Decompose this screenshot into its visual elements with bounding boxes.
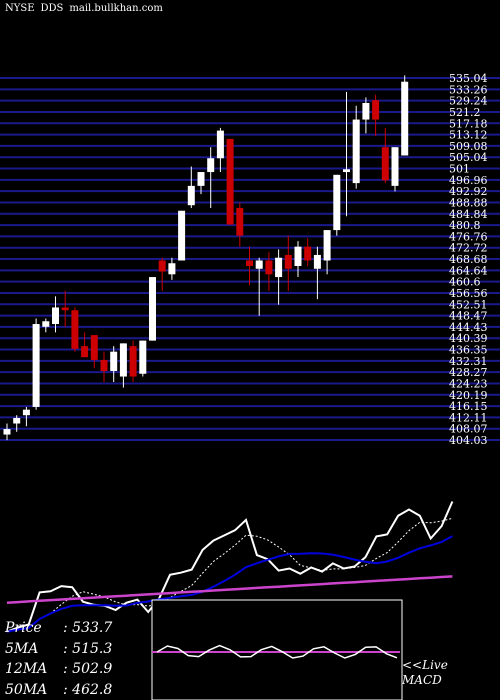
candle-body [32,324,40,407]
candle-body [149,277,156,341]
price-tick-label: 416.15 [449,400,488,413]
candle-body [352,119,360,184]
price-tick-label: 468.68 [449,253,488,266]
price-tick-label: 484.84 [449,208,488,221]
price-tick-label: 529.24 [449,95,488,108]
price-tick-label: 408.07 [449,423,488,436]
candle-body [343,169,350,173]
candle-body [81,346,89,358]
site-label: mail.bullkhan.com [69,3,163,14]
candle-body [362,102,370,120]
legend-5ma-value: : 515.3 [63,640,113,657]
price-tick-label: 456.56 [449,287,488,300]
candle-body [255,260,263,269]
candle-body [168,263,176,275]
candle-body [13,417,21,424]
price-tick-label: 505.04 [449,151,488,164]
legend-12ma-value: : 502.9 [63,661,113,677]
price-tick-label: 448.47 [449,310,488,323]
candle-body [119,343,127,377]
candle-body [187,185,195,206]
ma5-line [6,517,453,633]
candle-body [226,138,234,225]
candle-body [294,246,302,267]
candle-body [129,346,137,377]
candle-body [304,246,312,261]
chart-header: NYSE DDS mail.bullkhan.com [5,3,169,14]
macd-line [156,644,398,659]
macd-caption: <<Live MACD [402,658,448,688]
exchange-label: NYSE [5,3,35,14]
candle-body [90,335,98,360]
legend-50ma-label: 50MA [5,681,48,698]
candle-body [197,172,205,186]
candle-body [139,340,147,374]
price-tick-label: 496.96 [449,174,488,187]
price-tick-label: 440.39 [449,332,488,345]
candle-body [71,310,79,349]
candle-body [401,81,409,156]
macd-panel-frame [151,599,403,700]
price-tick-label: 464.64 [449,264,488,277]
candle-body [61,307,69,311]
price-tick-label: 428.27 [449,366,488,379]
price-tick-label: 412.11 [449,411,488,424]
price-tick-label: 533.26 [449,83,488,96]
legend-price-label: Price [5,620,42,636]
candle-body [207,158,215,173]
price-tick-label: 404.03 [449,434,488,447]
candle-body [265,260,273,275]
price-tick-label: 432.31 [449,355,488,368]
candle-body [110,351,118,372]
candle-body [100,359,108,372]
ma50-line [6,575,453,604]
candle-body [42,321,50,327]
legend-50ma-value: : 462.8 [63,681,113,698]
price-tick-label: 460.6 [449,276,481,289]
candle-body [246,260,253,267]
legend-12ma-label: 12MA [5,661,48,677]
price-tick-label: 492.92 [449,185,488,198]
candle-body [216,130,224,159]
price-tick-label: 420.19 [449,389,488,402]
candle-body [313,254,321,269]
candle-body [3,429,11,435]
candle-body [323,230,331,261]
ticker-label: DDS [40,3,64,14]
price-tick-label: 436.35 [449,344,488,357]
price-tick-label: 488.88 [449,196,488,209]
candle-body [372,100,380,120]
candle-body [391,147,399,186]
candle-body [381,147,389,181]
legend-price-value: : 533.7 [63,620,113,636]
price-tick-label: 480.8 [449,219,481,232]
price-tick-label: 517.18 [449,117,488,130]
candle-body [22,409,30,416]
price-tick-label: 535.04 [449,72,488,85]
price-tick-label: 501 [449,163,470,176]
candle-body [284,254,292,269]
live-label: <<Live [402,658,448,672]
price-tick-label: 476.76 [449,230,488,243]
legend-5ma-label: 5MA [5,640,39,657]
ma12-line [6,535,453,633]
candle-body [52,307,59,325]
candle-body [178,210,186,261]
candle-body [275,257,283,278]
price-tick-label: 521.2 [449,106,481,119]
candle-body [236,207,244,236]
price-tick-label: 444.43 [449,321,488,334]
price-tick-label: 472.72 [449,242,488,255]
price-tick-label: 513.12 [449,129,488,142]
price-tick-label: 452.51 [449,298,488,311]
price-tick-label: 424.23 [449,377,488,390]
macd-title: MACD [402,673,442,687]
candle-body [333,174,341,231]
price-tick-label: 509.08 [449,140,488,153]
indicator-legend: Price : 533.7 5MA : 515.3 12MA : 502.9 50MA… [5,618,112,700]
candle-body [158,260,166,272]
